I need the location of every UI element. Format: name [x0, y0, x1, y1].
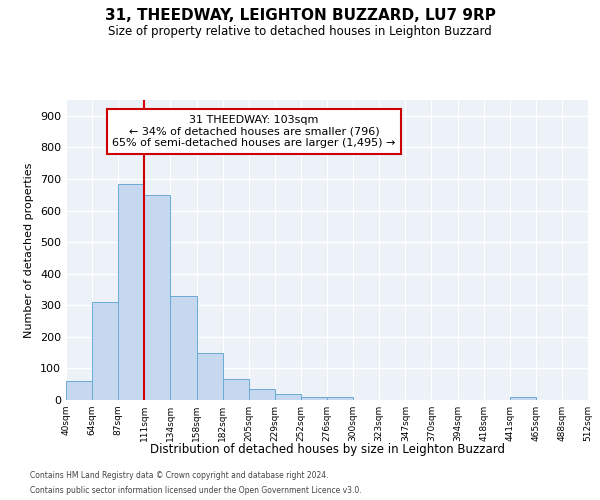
Bar [223, 380, 249, 400]
Y-axis label: Number of detached properties: Number of detached properties [25, 162, 34, 338]
Bar [197, 352, 223, 400]
Text: 31 THEEDWAY: 103sqm
← 34% of detached houses are smaller (796)
65% of semi-detac: 31 THEEDWAY: 103sqm ← 34% of detached ho… [112, 115, 395, 148]
Text: 31, THEEDWAY, LEIGHTON BUZZARD, LU7 9RP: 31, THEEDWAY, LEIGHTON BUZZARD, LU7 9RP [104, 8, 496, 22]
Bar [66, 381, 92, 400]
Text: Distribution of detached houses by size in Leighton Buzzard: Distribution of detached houses by size … [149, 442, 505, 456]
Bar [170, 296, 197, 400]
Bar [275, 394, 301, 400]
Bar [327, 398, 353, 400]
Text: Size of property relative to detached houses in Leighton Buzzard: Size of property relative to detached ho… [108, 25, 492, 38]
Bar [92, 302, 118, 400]
Text: Contains HM Land Registry data © Crown copyright and database right 2024.: Contains HM Land Registry data © Crown c… [30, 471, 329, 480]
Bar [249, 389, 275, 400]
Bar [118, 184, 145, 400]
Bar [145, 194, 170, 400]
Text: Contains public sector information licensed under the Open Government Licence v3: Contains public sector information licen… [30, 486, 362, 495]
Bar [301, 397, 327, 400]
Bar [510, 397, 536, 400]
